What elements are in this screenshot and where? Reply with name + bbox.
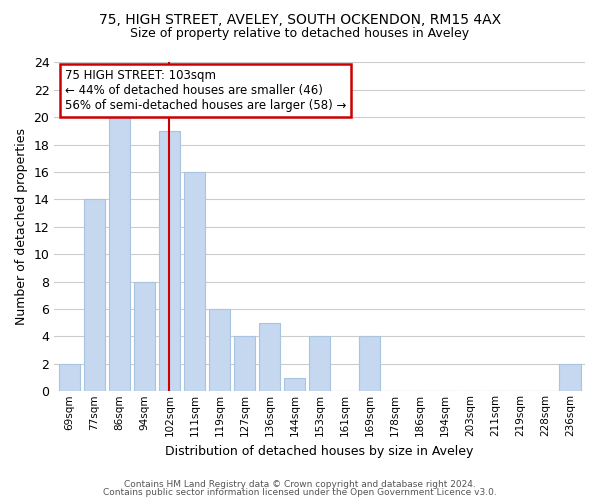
- Bar: [234, 336, 255, 392]
- Bar: [109, 118, 130, 392]
- Bar: [84, 200, 105, 392]
- Text: 75, HIGH STREET, AVELEY, SOUTH OCKENDON, RM15 4AX: 75, HIGH STREET, AVELEY, SOUTH OCKENDON,…: [99, 12, 501, 26]
- Bar: [359, 336, 380, 392]
- Text: Contains HM Land Registry data © Crown copyright and database right 2024.: Contains HM Land Registry data © Crown c…: [124, 480, 476, 489]
- Text: 75 HIGH STREET: 103sqm
← 44% of detached houses are smaller (46)
56% of semi-det: 75 HIGH STREET: 103sqm ← 44% of detached…: [65, 69, 346, 112]
- X-axis label: Distribution of detached houses by size in Aveley: Distribution of detached houses by size …: [166, 444, 474, 458]
- Bar: [209, 309, 230, 392]
- Bar: [309, 336, 330, 392]
- Bar: [159, 131, 180, 392]
- Bar: [59, 364, 80, 392]
- Bar: [184, 172, 205, 392]
- Text: Size of property relative to detached houses in Aveley: Size of property relative to detached ho…: [130, 28, 470, 40]
- Bar: [134, 282, 155, 392]
- Bar: [284, 378, 305, 392]
- Bar: [259, 323, 280, 392]
- Y-axis label: Number of detached properties: Number of detached properties: [15, 128, 28, 326]
- Text: Contains public sector information licensed under the Open Government Licence v3: Contains public sector information licen…: [103, 488, 497, 497]
- Bar: [559, 364, 581, 392]
